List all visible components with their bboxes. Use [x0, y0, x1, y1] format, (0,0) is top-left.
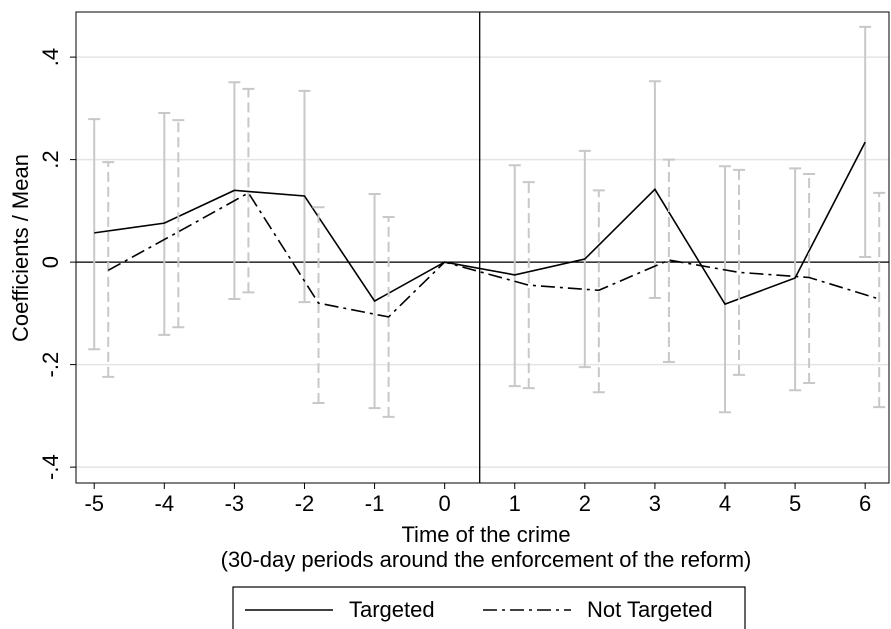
error-bar-cap: [88, 118, 101, 351]
y-tick-label: .4: [38, 48, 63, 66]
series-line: [107, 191, 880, 318]
error-bar-cap: [508, 164, 521, 388]
y-axis-title: Coefficients / Mean: [8, 154, 33, 342]
error-bar-cap: [228, 81, 241, 301]
error-bar-cap: [592, 189, 605, 394]
error-bar-cap: [789, 167, 802, 392]
x-tick-label: 6: [859, 491, 871, 516]
x-tick-label: 1: [509, 491, 521, 516]
x-tick-label: 0: [439, 491, 451, 516]
x-axis-title: Time of the crime: [401, 522, 570, 547]
error-bar-cap: [158, 111, 171, 336]
error-bar-cap: [312, 206, 325, 405]
error-bar-cap: [648, 80, 661, 299]
error-bar-cap: [578, 149, 591, 369]
x-tick-label: -5: [84, 491, 104, 516]
y-tick-label: .2: [38, 150, 63, 168]
x-tick-label: 5: [789, 491, 801, 516]
x-tick-label: 2: [579, 491, 591, 516]
y-tick-label: 0: [38, 256, 63, 268]
series-line: [94, 141, 866, 306]
error-bar-cap: [803, 172, 816, 385]
plot-frame: [75, 11, 890, 484]
x-tick-label: -3: [225, 491, 245, 516]
x-tick-label: 3: [649, 491, 661, 516]
x-tick-label: -1: [365, 491, 385, 516]
legend-box: [232, 586, 746, 629]
y-tick-label: -.4: [38, 454, 63, 480]
error-bar-cap: [298, 89, 311, 304]
legend-label: Not Targeted: [587, 597, 713, 622]
error-bar-cap: [733, 168, 746, 376]
x-tick-label: -4: [155, 491, 175, 516]
error-bar-cap: [242, 87, 255, 294]
x-tick-label: 4: [719, 491, 731, 516]
error-bar-cap: [859, 25, 872, 258]
error-bar-cap: [873, 191, 886, 409]
error-bar-cap: [102, 161, 115, 378]
error-bar-cap: [382, 216, 395, 418]
x-tick-label: -2: [295, 491, 315, 516]
error-bar-cap: [522, 181, 535, 390]
error-bar-cap: [172, 119, 185, 329]
error-bar-cap: [718, 165, 731, 414]
error-bar-cap: [368, 192, 381, 410]
y-tick-label: -.2: [38, 352, 63, 378]
error-bar-cap: [662, 158, 675, 364]
legend-label: Targeted: [349, 597, 435, 622]
x-axis-subtitle: (30-day periods around the enforcement o…: [221, 547, 752, 572]
